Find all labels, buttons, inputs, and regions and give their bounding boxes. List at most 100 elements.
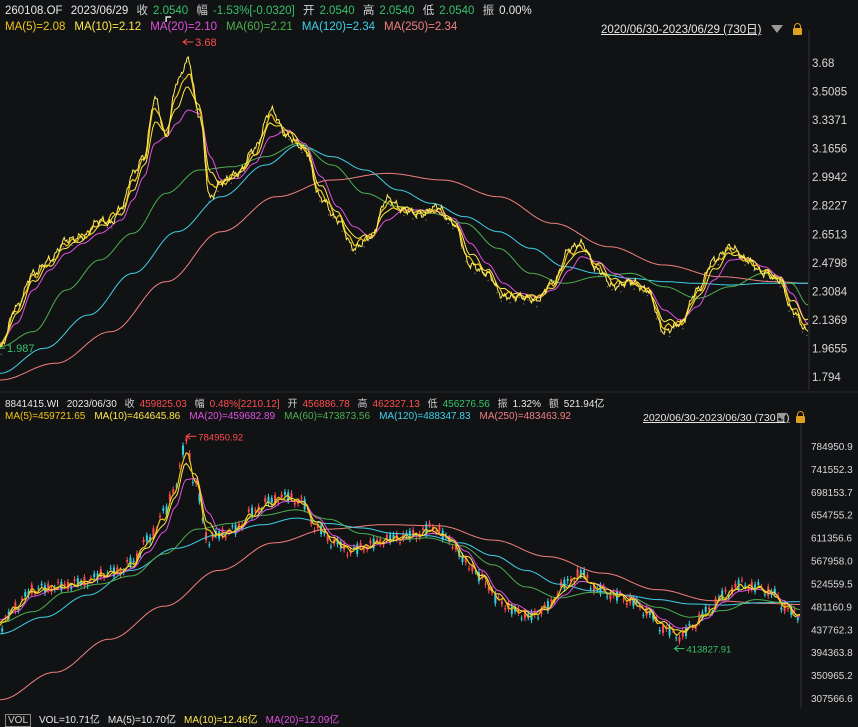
candle-body xyxy=(109,567,112,569)
series-ma120 xyxy=(0,144,808,374)
top-range-link[interactable]: 2020/06/30-2023/06/29 (730日) xyxy=(601,24,762,36)
top-swing: 0.00% xyxy=(499,5,532,17)
candle-body xyxy=(159,515,161,518)
candle-body xyxy=(642,615,645,617)
top-low: 2.0540 xyxy=(439,5,475,17)
candle-body xyxy=(323,531,326,534)
candle-body xyxy=(11,610,14,612)
y-tick-label: 2.3084 xyxy=(812,286,848,298)
candle-body xyxy=(283,491,286,495)
candle-body xyxy=(172,489,175,493)
candle-body xyxy=(251,507,254,517)
candle-body xyxy=(116,567,119,573)
bottom-close-label: 收 xyxy=(124,399,135,410)
candle-body xyxy=(648,611,651,616)
series-ma60 xyxy=(0,509,801,624)
candle-body xyxy=(451,546,454,548)
top-open: 2.0540 xyxy=(319,5,355,17)
price-dot xyxy=(106,226,109,229)
candle-body xyxy=(369,540,372,544)
candle-body xyxy=(662,625,665,633)
bottom-low-label: 低 xyxy=(427,399,438,410)
price-dot xyxy=(394,203,396,205)
top-low-label: 低 xyxy=(422,5,435,17)
candle-body xyxy=(132,560,135,562)
price-dot xyxy=(332,217,334,219)
y-tick-label: 2.6513 xyxy=(812,229,847,241)
candle-body xyxy=(708,607,711,610)
bottom-lock-icon[interactable] xyxy=(796,411,805,423)
candle-body xyxy=(714,598,717,608)
price-dot xyxy=(806,334,808,337)
top-dropdown-icon[interactable] xyxy=(771,25,783,33)
y-tick-label: 3.1656 xyxy=(812,144,847,156)
candle-body xyxy=(514,607,517,612)
candle-body xyxy=(625,603,628,606)
bottom-dropdown-icon[interactable] xyxy=(777,413,787,420)
price-dot xyxy=(239,174,241,176)
bottom-range-link[interactable]: 2020/06/30-2023/06/30 (730日) xyxy=(643,412,790,424)
y-tick-label: 3.3371 xyxy=(812,115,847,127)
price-dot xyxy=(452,227,454,230)
candle-body xyxy=(546,601,549,611)
candle-body xyxy=(162,508,165,511)
annotation-label: 3.68 xyxy=(195,37,216,49)
candle-body xyxy=(763,593,766,595)
candle-body xyxy=(208,544,211,546)
candle-body xyxy=(379,539,382,544)
top-high-label: 高 xyxy=(362,5,375,17)
price-dot xyxy=(611,289,613,291)
candle-body xyxy=(586,574,589,579)
price-dot xyxy=(71,244,73,247)
price-dot xyxy=(744,264,746,266)
top-high: 2.0540 xyxy=(379,5,415,17)
candle-body xyxy=(267,496,270,504)
annotation-arrow-head xyxy=(673,645,679,652)
candle-body xyxy=(178,465,181,467)
candle-body xyxy=(37,588,40,590)
candle-body xyxy=(438,526,441,531)
price-dot xyxy=(111,227,113,229)
top-lock-icon[interactable] xyxy=(793,23,802,35)
candle-body xyxy=(17,608,20,611)
price-dot xyxy=(155,103,157,105)
candle-body xyxy=(793,609,796,611)
top-ma-item: MA(120)=2.34 xyxy=(301,21,376,33)
price-dot xyxy=(792,316,795,318)
top-code: 260108.OF xyxy=(5,5,63,17)
candle-body xyxy=(76,578,79,586)
price-dot xyxy=(642,292,644,294)
price-dot xyxy=(509,302,511,304)
candle-body xyxy=(517,608,520,613)
candle-body xyxy=(352,547,355,549)
candle-body xyxy=(24,592,27,597)
price-dot xyxy=(474,272,476,275)
price-dot xyxy=(722,253,724,256)
candle-body xyxy=(264,498,267,502)
annotation-label: 784950.92 xyxy=(198,432,243,443)
volume-legend-item: VOL=10.71亿 xyxy=(39,715,100,726)
y-tick-label: 524559.5 xyxy=(811,579,853,590)
price-dot xyxy=(500,300,503,302)
y-tick-label: 2.1369 xyxy=(812,315,847,327)
price-dot xyxy=(518,296,520,299)
candle-body xyxy=(484,583,487,585)
price-dot xyxy=(181,77,184,79)
candle-body xyxy=(310,519,313,524)
candle-body xyxy=(786,607,789,610)
candle-body xyxy=(191,482,194,484)
price-dot xyxy=(217,190,219,193)
candle-body xyxy=(399,542,401,544)
candle-body xyxy=(20,598,23,600)
y-tick-label: 307566.6 xyxy=(811,694,853,705)
series-ma10 xyxy=(0,462,801,632)
price-dot xyxy=(62,246,64,248)
candle-body xyxy=(507,602,510,610)
candle-body xyxy=(599,585,602,594)
candle-body xyxy=(658,630,661,632)
candle-body xyxy=(678,637,681,642)
bottom-low: 456276.56 xyxy=(442,399,490,410)
series-ma20 xyxy=(0,109,809,344)
price-dot xyxy=(243,170,246,172)
